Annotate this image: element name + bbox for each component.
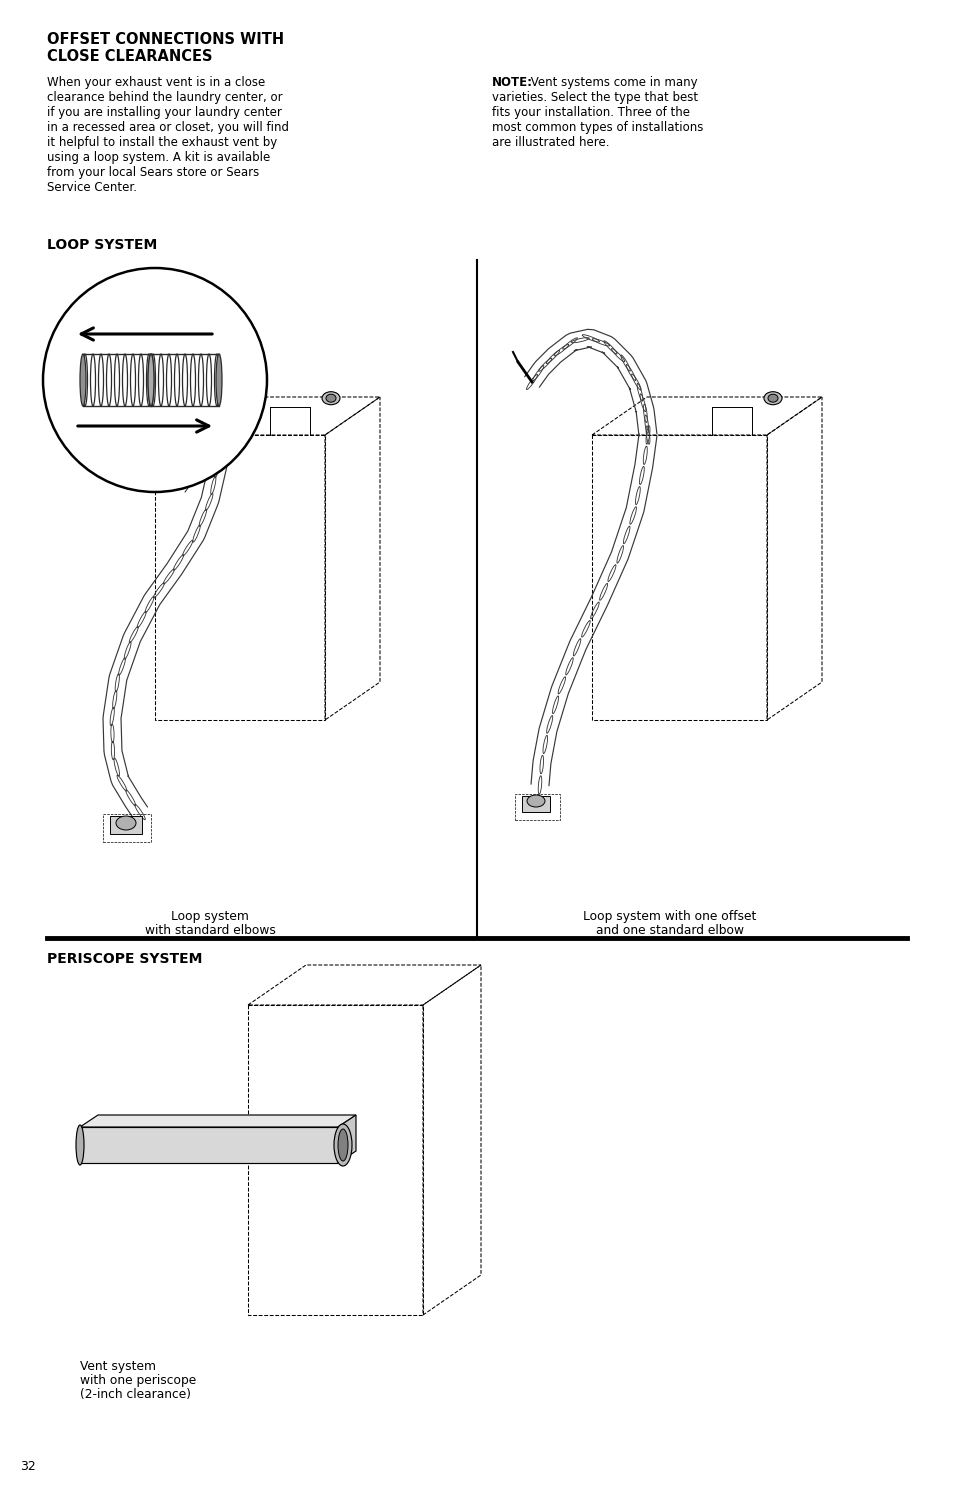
Ellipse shape <box>526 796 544 807</box>
Bar <box>110 816 142 834</box>
Text: (2-inch clearance): (2-inch clearance) <box>80 1387 191 1401</box>
Text: clearance behind the laundry center, or: clearance behind the laundry center, or <box>47 91 282 104</box>
Ellipse shape <box>767 394 778 401</box>
Text: are illustrated here.: are illustrated here. <box>492 135 609 149</box>
Ellipse shape <box>80 354 86 406</box>
Text: it helpful to install the exhaust vent by: it helpful to install the exhaust vent b… <box>47 135 277 149</box>
Bar <box>521 796 550 812</box>
Text: NOTE:: NOTE: <box>492 76 533 89</box>
Ellipse shape <box>334 1124 352 1166</box>
Polygon shape <box>80 1115 355 1127</box>
Circle shape <box>43 268 267 492</box>
Text: and one standard elbow: and one standard elbow <box>596 923 743 937</box>
Text: Service Center.: Service Center. <box>47 181 137 193</box>
Ellipse shape <box>148 354 153 406</box>
Text: from your local Sears store or Sears: from your local Sears store or Sears <box>47 167 259 178</box>
Text: Loop system with one offset: Loop system with one offset <box>582 910 756 923</box>
Text: CLOSE CLEARANCES: CLOSE CLEARANCES <box>47 49 213 64</box>
Text: Loop system: Loop system <box>171 910 249 923</box>
Bar <box>103 813 151 842</box>
Text: using a loop system. A kit is available: using a loop system. A kit is available <box>47 152 270 164</box>
Text: in a recessed area or closet, you will find: in a recessed area or closet, you will f… <box>47 120 289 134</box>
Text: 32: 32 <box>20 1460 35 1474</box>
Ellipse shape <box>215 354 222 406</box>
Text: with standard elbows: with standard elbows <box>145 923 275 937</box>
Text: PERISCOPE SYSTEM: PERISCOPE SYSTEM <box>47 952 202 967</box>
Ellipse shape <box>337 1129 348 1161</box>
Text: fits your installation. Three of the: fits your installation. Three of the <box>492 106 689 119</box>
Text: with one periscope: with one periscope <box>80 1374 196 1387</box>
Text: When your exhaust vent is in a close: When your exhaust vent is in a close <box>47 76 265 89</box>
Text: OFFSET CONNECTIONS WITH: OFFSET CONNECTIONS WITH <box>47 33 284 48</box>
Text: if you are installing your laundry center: if you are installing your laundry cente… <box>47 106 281 119</box>
Ellipse shape <box>322 391 339 404</box>
Ellipse shape <box>148 354 153 406</box>
Ellipse shape <box>326 394 335 401</box>
Text: varieties. Select the type that best: varieties. Select the type that best <box>492 91 698 104</box>
Text: LOOP SYSTEM: LOOP SYSTEM <box>47 238 157 251</box>
Text: Vent system: Vent system <box>80 1361 156 1373</box>
Text: most common types of installations: most common types of installations <box>492 120 702 134</box>
Bar <box>515 794 559 819</box>
Bar <box>80 1127 337 1163</box>
Ellipse shape <box>116 816 136 830</box>
Polygon shape <box>337 1115 355 1163</box>
Ellipse shape <box>763 391 781 404</box>
Text: Vent systems come in many: Vent systems come in many <box>526 76 697 89</box>
Ellipse shape <box>76 1126 84 1164</box>
